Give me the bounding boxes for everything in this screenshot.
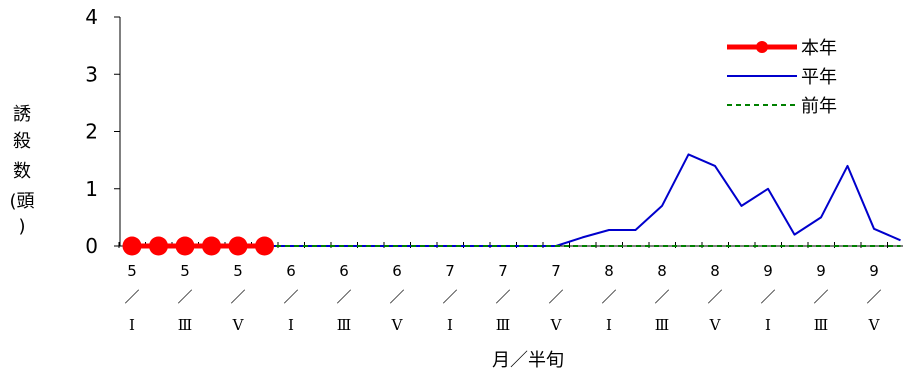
x-tick-label-term: Ⅴ (391, 316, 404, 334)
x-tick-label-separator: ／ (230, 288, 245, 306)
x-tick-label-term: Ⅴ (868, 316, 881, 334)
x-tick-label-term: Ⅲ (655, 316, 669, 334)
x-tick-label-term: Ⅴ (709, 316, 722, 334)
x-tick-label-term: Ⅲ (337, 316, 351, 334)
series-layer (122, 153, 901, 256)
y-axis-title-char: 誘 (13, 104, 31, 125)
x-tick-label-term: Ⅴ (232, 316, 245, 334)
axis-labels: 月／半旬 誘殺数 (頭) (9, 104, 564, 371)
x-tick-label-term: Ⅲ (496, 316, 510, 334)
x-tick-label-separator: ／ (283, 288, 298, 306)
series-point (255, 236, 274, 256)
x-tick-label-month: 7 (498, 262, 508, 280)
x-tick-label-month: 9 (869, 262, 879, 280)
series-line-1 (132, 153, 901, 247)
legend-marker (756, 41, 768, 53)
x-tick-label-separator: ／ (124, 288, 139, 306)
x-tick-label-separator: ／ (601, 288, 616, 306)
x-tick-label-term: Ⅰ (129, 316, 135, 334)
y-axis-title-char: 殺 (13, 131, 31, 152)
x-tick-label-month: 6 (392, 262, 402, 280)
x-tick-label-separator: ／ (177, 288, 192, 306)
x-tick-label-month: 9 (816, 262, 826, 280)
x-tick-label-separator: ／ (389, 288, 404, 306)
x-tick-label-month: 7 (445, 262, 455, 280)
series-point (228, 236, 248, 256)
x-tick-label-month: 6 (339, 262, 349, 280)
x-tick-label-term: Ⅲ (814, 316, 828, 334)
x-tick-label-separator: ／ (707, 288, 722, 306)
x-tick-label-term: Ⅰ (288, 316, 294, 334)
y-tick-label: 3 (85, 62, 98, 86)
legend-label: 平年 (801, 67, 837, 88)
y-axis-title-char: ) (18, 216, 25, 237)
x-tick-label-month: 5 (180, 262, 190, 280)
x-tick-label-term: Ⅰ (447, 316, 453, 334)
y-axis: 0 1 2 3 4 (85, 5, 121, 258)
series-point (175, 236, 195, 256)
y-tick-label: 0 (85, 234, 98, 258)
legend-label: 本年 (801, 38, 837, 59)
x-tick-label-separator: ／ (813, 288, 828, 306)
x-tick-label-separator: ／ (548, 288, 563, 306)
x-tick-label-term: Ⅴ (550, 316, 563, 334)
x-tick-label-month: 8 (657, 262, 667, 280)
y-tick-label: 4 (85, 5, 98, 29)
series-point (202, 236, 221, 256)
x-tick-label-month: 9 (763, 262, 773, 280)
y-tick-label: 1 (85, 177, 98, 201)
y-axis-title-char: (頭 (9, 191, 34, 212)
x-tick-label-term: Ⅰ (606, 316, 612, 334)
x-tick-label-month: 8 (604, 262, 614, 280)
x-tick-label-term: Ⅲ (178, 316, 192, 334)
x-tick-label-term: Ⅰ (765, 316, 771, 334)
x-axis: 5 ／ Ⅰ 5 ／ Ⅲ 5 ／ Ⅴ 6 ／ Ⅰ 6 ／ Ⅲ 6 ／ Ⅴ 7 ／ Ⅰ 7 ／ Ⅲ 7 ／ Ⅴ 8 ／ Ⅰ 8 ／ Ⅲ 8 ／ Ⅴ 9 ／ Ⅰ 9… (118, 242, 903, 334)
x-tick-label-separator: ／ (760, 288, 775, 306)
series-point (122, 236, 142, 256)
x-tick-label-month: 5 (233, 262, 243, 280)
legend-label: 前年 (801, 96, 837, 117)
x-axis-title: 月／半旬 (492, 350, 564, 371)
y-axis-title-char: 数 (13, 161, 31, 182)
x-tick-label-month: 6 (286, 262, 296, 280)
x-tick-label-month: 7 (551, 262, 561, 280)
x-tick-label-month: 5 (127, 262, 137, 280)
x-tick-label-month: 8 (710, 262, 720, 280)
x-tick-label-separator: ／ (336, 288, 351, 306)
x-tick-label-separator: ／ (654, 288, 669, 306)
series-point (149, 236, 168, 256)
x-tick-label-separator: ／ (495, 288, 510, 306)
x-tick-label-separator: ／ (866, 288, 881, 306)
y-tick-label: 2 (85, 120, 98, 144)
x-tick-label-separator: ／ (442, 288, 457, 306)
